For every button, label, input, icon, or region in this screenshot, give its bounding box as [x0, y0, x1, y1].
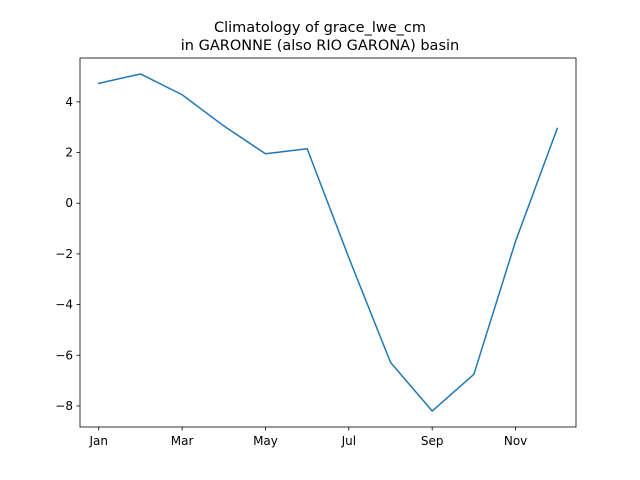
y-tick-label-6: −8: [55, 399, 73, 413]
axes-frame: [79, 57, 577, 428]
y-tick-label-1: 2: [65, 146, 73, 160]
x-tick-label-5: Nov: [504, 434, 527, 448]
plot-area: Jan Mar May Jul Sep Nov 4 2 0 −2 −4 −6 −8: [55, 57, 577, 448]
x-tick-label-3: Jul: [341, 434, 356, 448]
x-tick-label-2: May: [253, 434, 278, 448]
y-tick-label-2: 0: [65, 196, 73, 210]
x-tick-label-0: Jan: [89, 434, 109, 448]
y-tick-label-0: 4: [65, 95, 73, 109]
y-tick-label-3: −2: [55, 247, 73, 261]
y-tick-label-4: −4: [55, 298, 73, 312]
x-tick-label-1: Mar: [171, 434, 194, 448]
y-tick-label-5: −6: [55, 348, 73, 362]
chart-title: Climatology of grace_lwe_cm: [214, 20, 426, 36]
series-line-0: [97, 73, 559, 412]
chart-subtitle: in GARONNE (also RIO GARONA) basin: [181, 38, 459, 54]
x-tick-label-4: Sep: [421, 434, 444, 448]
